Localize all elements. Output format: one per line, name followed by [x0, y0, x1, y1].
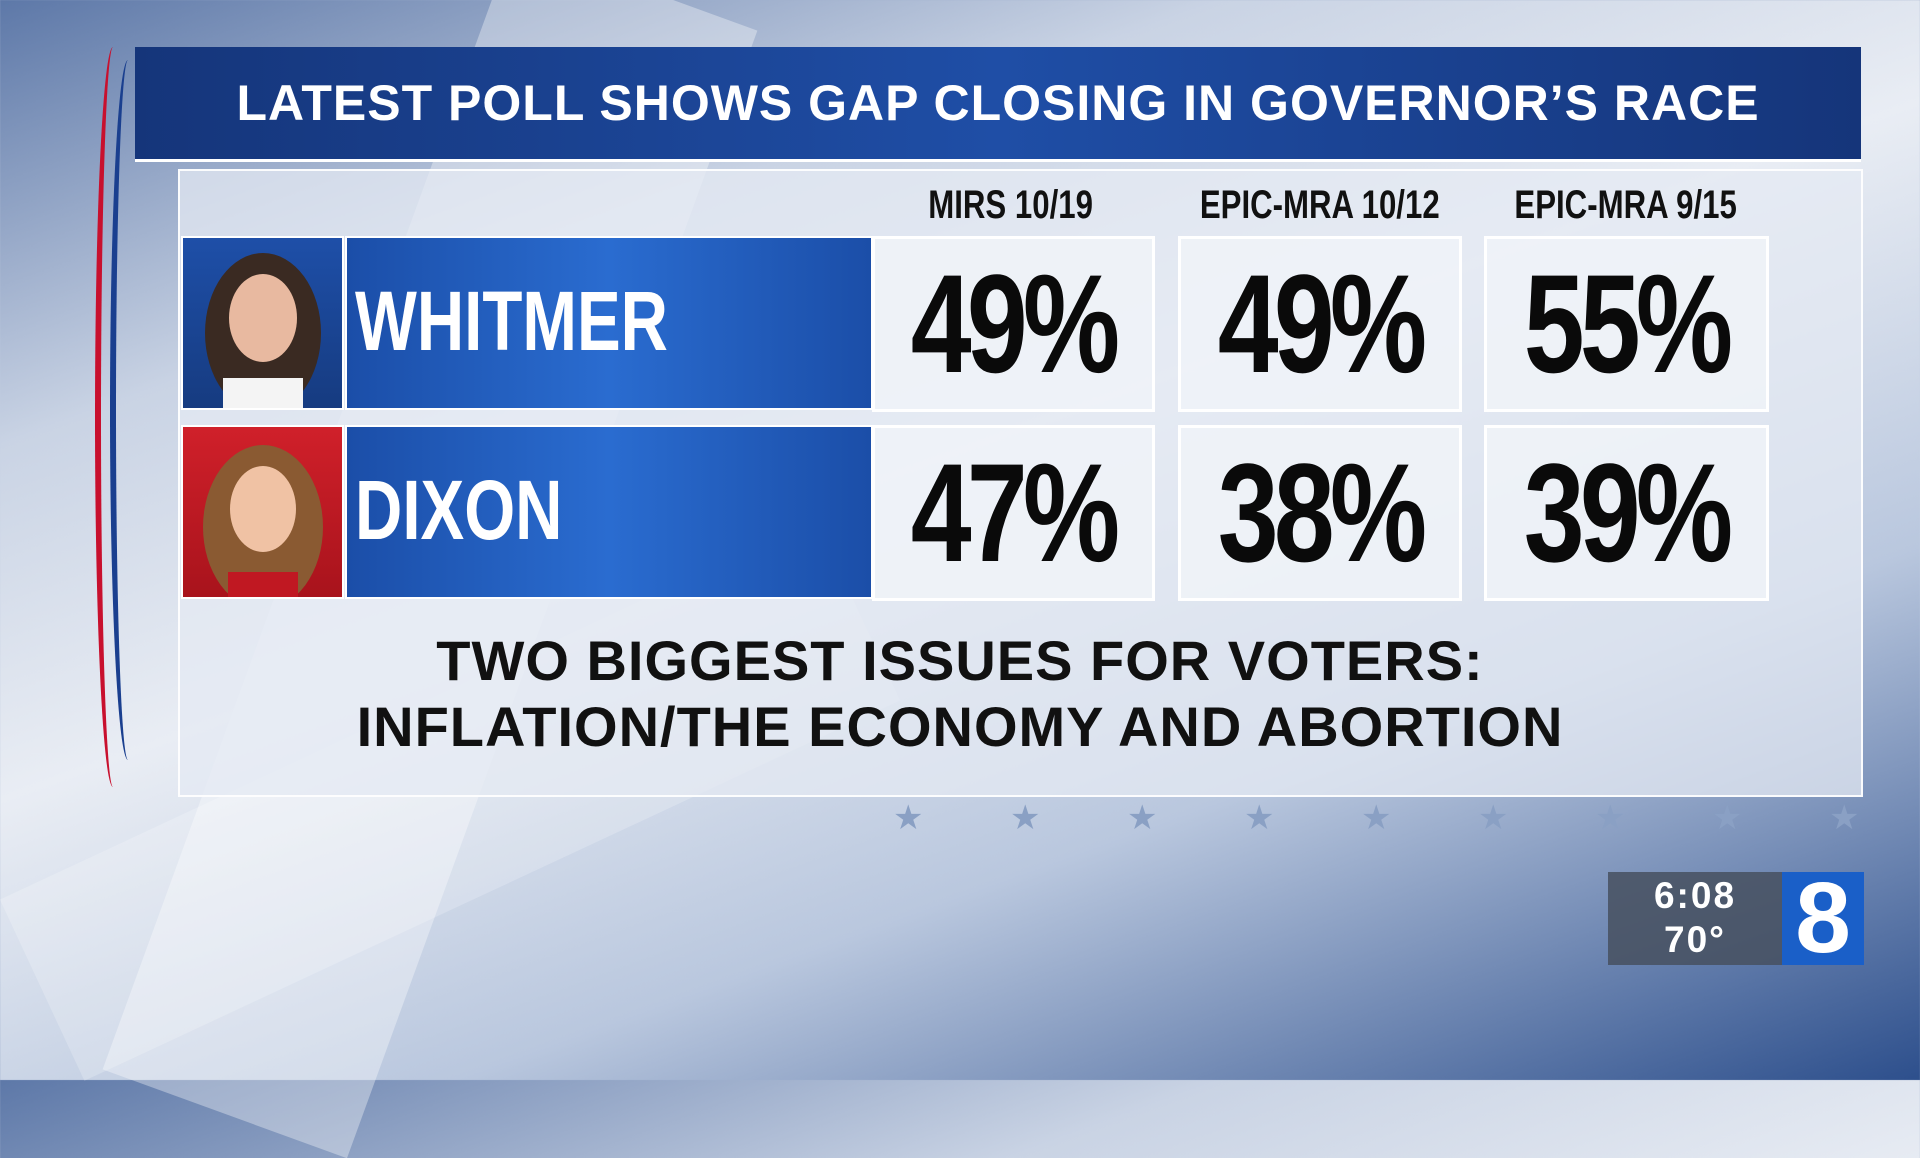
title-bar — [135, 47, 1861, 162]
star: ★ — [893, 799, 924, 837]
title: LATEST POLL SHOWS GAP CLOSING IN GOVERNO… — [236, 75, 1760, 131]
star: ★ — [1127, 799, 1158, 837]
candidate-name: DIXON — [355, 463, 563, 557]
temperature: 70° — [1664, 919, 1726, 960]
name-bar — [345, 425, 873, 599]
star: ★ — [1595, 799, 1626, 837]
poll-value: 49% — [872, 236, 1155, 412]
page: LATEST POLL SHOWS GAP CLOSING IN GOVERNO… — [0, 0, 1920, 1080]
portrait — [205, 253, 321, 408]
poll-value: 49% — [1178, 236, 1462, 412]
star: ★ — [1010, 799, 1041, 837]
poll-value: 47% — [872, 425, 1155, 601]
column-header: MIRS 10/19 — [928, 183, 1094, 227]
candidate-name: WHITMER — [355, 274, 668, 368]
channel-logo: 8 — [1782, 868, 1864, 968]
poll-value: 39% — [1484, 425, 1769, 601]
column-header: EPIC-MRA 10/12 — [1200, 183, 1440, 227]
candidate-photo — [181, 425, 344, 599]
poll-value: 38% — [1178, 425, 1462, 601]
footer-line: INFLATION/THE ECONOMY AND ABORTION — [356, 695, 1564, 758]
star: ★ — [1361, 799, 1392, 837]
star: ★ — [1829, 799, 1860, 837]
candidate-photo — [181, 236, 344, 410]
column-header: EPIC-MRA 9/15 — [1514, 183, 1738, 227]
clock-box: 6:08 70° — [1608, 872, 1782, 965]
footer-line: TWO BIGGEST ISSUES FOR VOTERS: — [436, 629, 1484, 692]
portrait — [203, 445, 323, 597]
poll-value: 55% — [1484, 236, 1769, 412]
stripe — [95, 47, 131, 787]
star: ★ — [1244, 799, 1275, 837]
star: ★ — [1478, 799, 1509, 837]
time: 6:08 — [1653, 875, 1737, 916]
name-bar — [345, 236, 873, 410]
star: ★ — [1712, 799, 1743, 837]
stripe — [110, 60, 146, 760]
